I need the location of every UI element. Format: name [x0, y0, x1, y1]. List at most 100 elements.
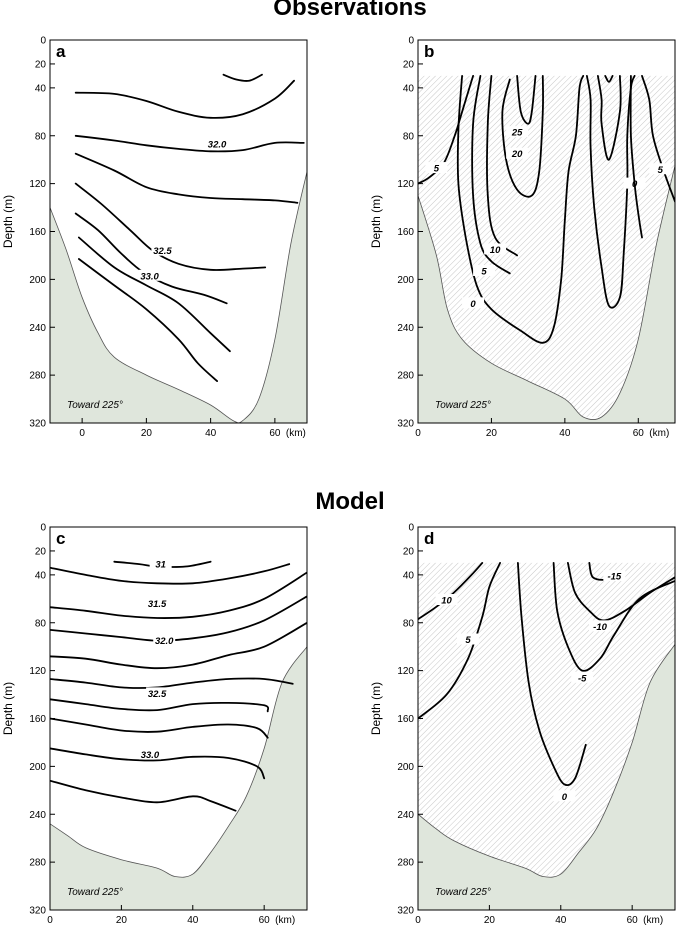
y-tick-label: 40 — [403, 570, 415, 581]
contour-label: 32.5 — [153, 246, 172, 257]
contour-label-bg — [425, 162, 448, 174]
y-tick-label: 120 — [397, 666, 414, 677]
panel-c-salinity-model: 3131.532.032.533.00204080120160200240280… — [1, 523, 308, 926]
contour-line — [597, 75, 622, 161]
y-axis-label: Depth (m) — [369, 682, 383, 735]
y-tick-label: 80 — [403, 618, 415, 629]
contour-line — [74, 152, 299, 204]
contour-label-bg — [435, 594, 458, 606]
panel-a-salinity-observations: 32.0 32.5 33.0 0 20 40 80 120 160 200 240 280 320 0 20… — [1, 36, 308, 439]
contour-label-bg — [649, 163, 672, 175]
contour-line — [456, 75, 585, 344]
contour-line — [50, 698, 270, 713]
y-tick-label: 40 — [403, 83, 415, 94]
panel-letter: c — [56, 529, 65, 548]
x-tick-label: 20 — [141, 428, 153, 439]
contour-label-bg — [506, 126, 529, 138]
panel-letter: b — [424, 42, 434, 61]
contour-label: -5 — [578, 673, 587, 684]
y-tick-label: 120 — [29, 666, 46, 677]
contour-line — [50, 571, 307, 619]
y-tick-label: 320 — [29, 419, 46, 430]
contour-line — [78, 236, 231, 353]
contour-label: 5 — [465, 635, 471, 646]
plot-area: 31 31.5 32.0 32.5 33.0 — [50, 558, 307, 910]
y-tick-label: 160 — [29, 714, 46, 725]
direction-label: Toward 225° — [67, 887, 123, 898]
contour-line — [222, 73, 263, 82]
panel-letter: d — [424, 529, 434, 548]
contour-label-bg — [151, 244, 174, 256]
contour-label: 31.5 — [148, 599, 167, 610]
contour-label-bg — [206, 138, 229, 150]
model-heading: Model — [315, 488, 385, 515]
contour-label-bg — [146, 687, 169, 699]
contour-label: -10 — [593, 622, 607, 633]
y-tick-label: 280 — [29, 858, 46, 869]
contour-line — [50, 621, 307, 670]
y-tick-label: 200 — [397, 762, 414, 773]
contour-label-bg — [506, 147, 529, 159]
y-tick-label: 0 — [408, 523, 414, 534]
contour-line — [418, 75, 474, 185]
contour-label-bg — [603, 570, 626, 582]
x-unit-label: (km) — [275, 915, 295, 926]
contour-label: 33.0 — [140, 271, 159, 282]
y-tick-label: 160 — [397, 227, 414, 238]
contour-label-bg — [456, 633, 479, 645]
x-tick-label: 0 — [79, 428, 85, 439]
y-tick-label: 200 — [29, 275, 46, 286]
contour-line — [50, 677, 294, 689]
contour-line — [74, 182, 267, 271]
contour-line — [50, 747, 266, 780]
x-unit-label: (km) — [649, 428, 669, 439]
contour-label: 0 — [562, 792, 568, 803]
contour-line — [586, 75, 636, 309]
direction-label: Toward 225° — [435, 887, 491, 898]
contour-label-bg — [138, 269, 161, 281]
plot-area: 32.0 32.5 33.0 — [50, 73, 307, 423]
y-tick-label: 320 — [397, 906, 414, 917]
y-axis-label: Depth (m) — [369, 195, 383, 248]
y-tick-label: 200 — [397, 275, 414, 286]
x-tick-label: 20 — [484, 915, 496, 926]
contour-label-bg — [138, 748, 161, 760]
y-tick-label: 320 — [29, 906, 46, 917]
y-tick-label: 20 — [35, 59, 47, 70]
x-tick-label: 60 — [259, 915, 271, 926]
y-tick-label: 240 — [397, 810, 414, 821]
direction-label: Toward 225° — [67, 400, 123, 411]
y-tick-label: 40 — [35, 83, 47, 94]
y-tick-label: 280 — [397, 371, 414, 382]
y-tick-label: 200 — [29, 762, 46, 773]
seafloor — [50, 646, 307, 910]
direction-label: Toward 225° — [435, 400, 491, 411]
contour-line — [74, 212, 228, 305]
observations-heading: Observations — [273, 0, 427, 21]
plot-area: 10 5 0 -5 -10 -15 — [418, 562, 675, 910]
y-tick-label: 0 — [40, 523, 46, 534]
x-tick-label: 60 — [269, 428, 281, 439]
x-tick-label: 40 — [187, 915, 199, 926]
contour-line — [50, 717, 269, 739]
y-tick-label: 120 — [29, 179, 46, 190]
y-axis-label: Depth (m) — [1, 682, 15, 735]
y-tick-label: 20 — [403, 59, 415, 70]
y-tick-label: 80 — [403, 131, 415, 142]
contour-label-bg — [149, 558, 172, 570]
contour-line — [517, 562, 587, 787]
y-tick-label: 20 — [35, 546, 47, 557]
y-tick-label: 240 — [29, 323, 46, 334]
hatched-region — [418, 75, 675, 418]
contour-label: 5 — [481, 266, 487, 277]
contour-line — [552, 562, 675, 672]
x-tick-label: 0 — [415, 915, 421, 926]
x-unit-label: (km) — [643, 915, 663, 926]
seafloor — [418, 643, 675, 910]
contour-line — [74, 134, 305, 153]
contour-line — [629, 75, 643, 239]
contour-label-bg — [473, 264, 496, 276]
contour-label-bg — [462, 297, 485, 309]
